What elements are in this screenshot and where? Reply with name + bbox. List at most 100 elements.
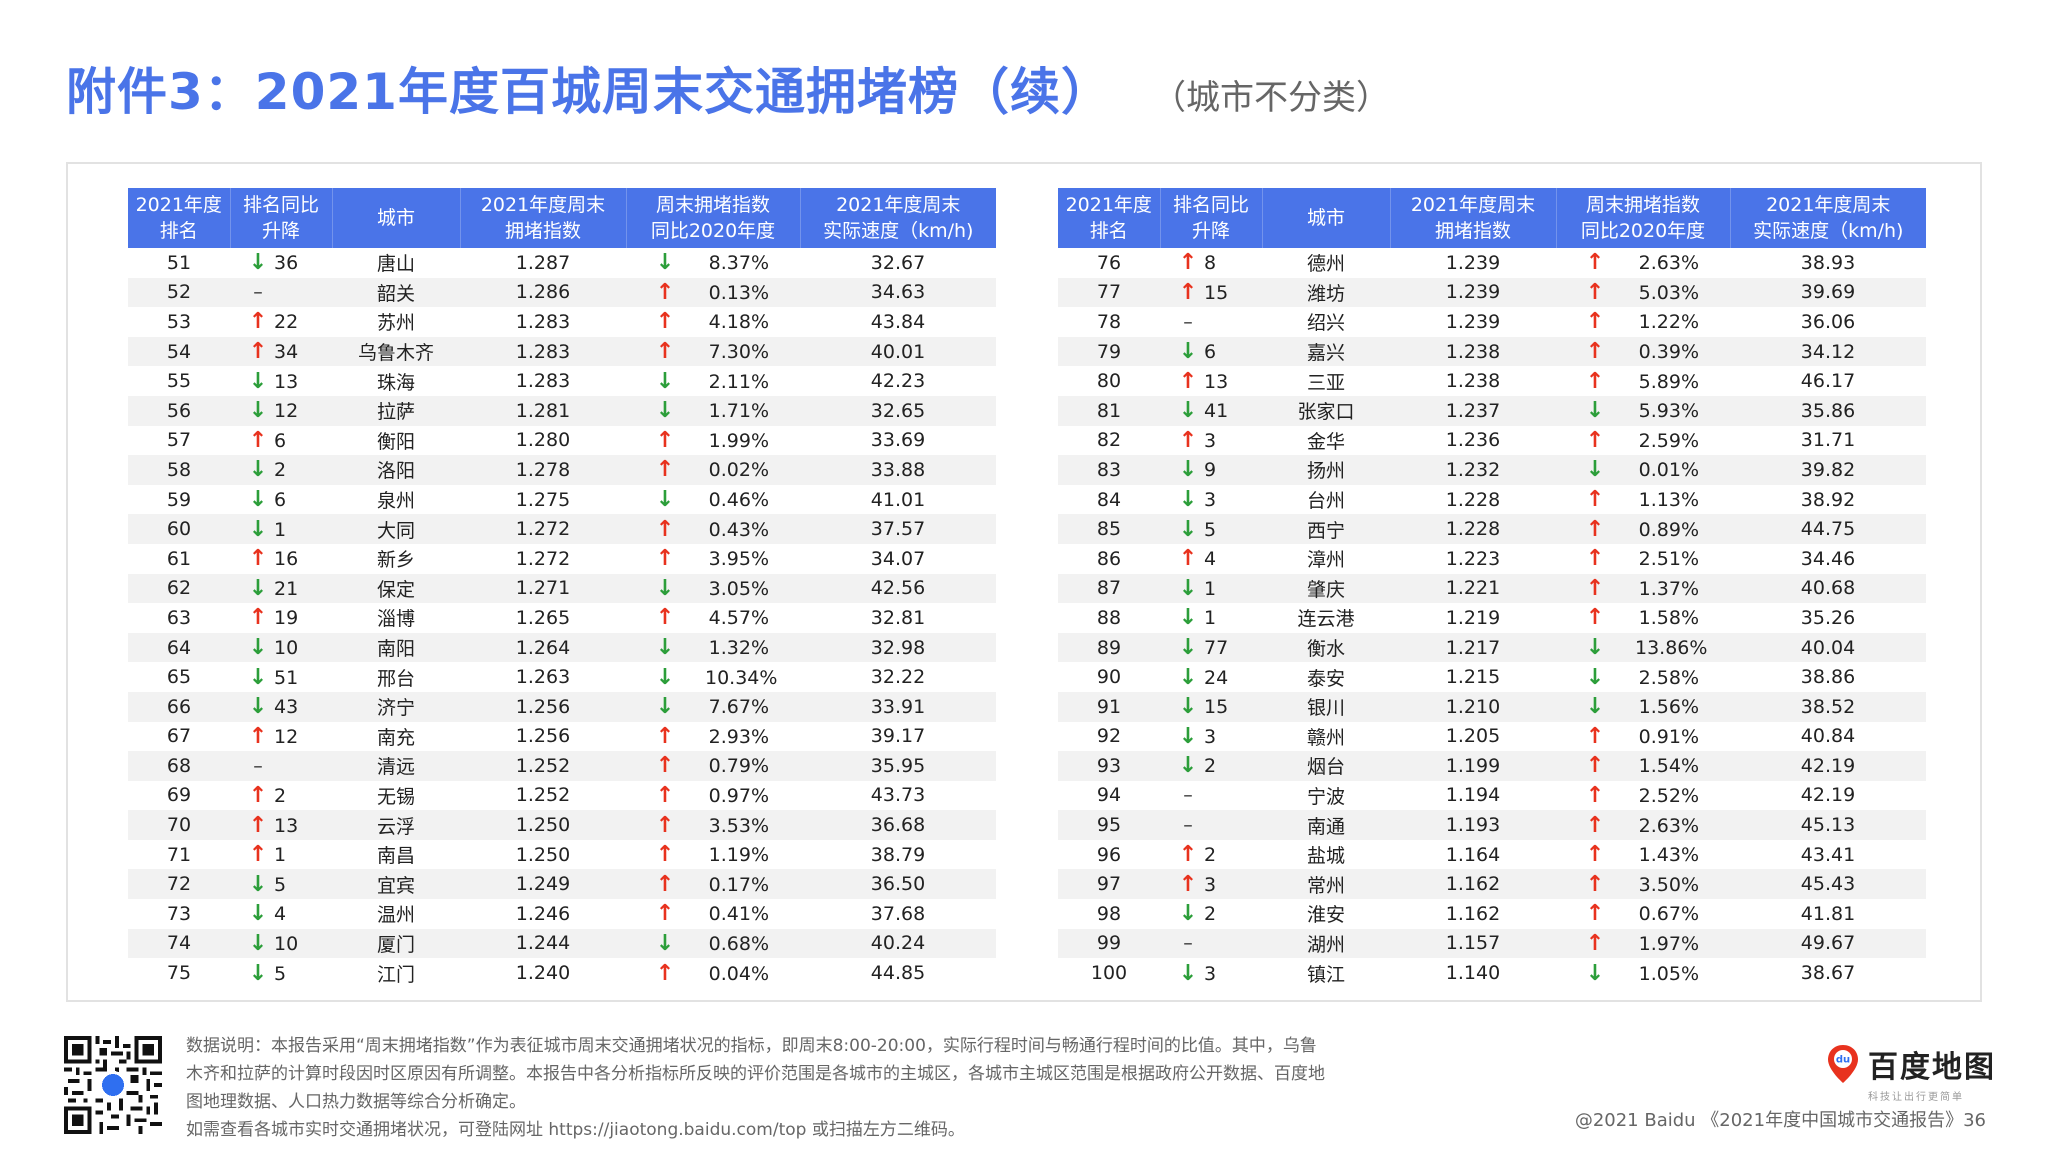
change-cell: ↓ 2 [230, 455, 332, 485]
arrow-up-icon: ↑ [1585, 723, 1605, 749]
yoy-cell: ↑ 1.13% [1556, 485, 1730, 515]
qr-code-icon[interactable] [64, 1036, 162, 1134]
change-cell: ↓ 5 [230, 869, 332, 900]
index-cell: 1.239 [1445, 310, 1501, 333]
yoy-value: 4.57% [708, 607, 769, 630]
yoy-value: 0.39% [1638, 341, 1699, 364]
yoy-value: 0.79% [708, 755, 769, 778]
speed-cell: 40.01 [800, 336, 996, 367]
arrow-up-icon: ↑ [1585, 427, 1605, 453]
arrow-down-icon: ↓ [248, 635, 268, 661]
arrow-down-icon: ↓ [1178, 457, 1198, 483]
yoy-value: 0.91% [1638, 725, 1699, 748]
rank-cell: 95 [1058, 810, 1160, 840]
arrow-down-icon: ↓ [248, 368, 268, 394]
yoy-cell: ↓ 1.05% [1556, 958, 1730, 988]
arrow-down-icon: ↓ [655, 694, 675, 720]
index-cell: 1.256 [515, 725, 571, 748]
change-cell: ↑ 15 [1160, 277, 1262, 308]
index-cell: 1.275 [515, 488, 571, 511]
rank-cell: 55 [166, 370, 192, 393]
city-cell: 德州 [1306, 253, 1345, 276]
page-title: 附件3：2021年度百城周末交通拥堵榜（续） [66, 63, 1112, 121]
yoy-value: 0.41% [708, 903, 769, 926]
page-subtitle: （城市不分类） [1151, 78, 1390, 118]
arrow-up-icon: ↑ [1585, 339, 1605, 365]
header-change: 排名同比 升降 [230, 188, 333, 248]
change-cell: ↓ 12 [230, 395, 332, 426]
yoy-cell: ↓ 1.32% [626, 632, 800, 663]
arrow-down-icon: ↓ [1178, 635, 1198, 661]
yoy-cell: ↓ 0.01% [1556, 455, 1730, 485]
yoy-value: 2.58% [1638, 666, 1699, 689]
arrow-down-icon: ↓ [248, 960, 268, 986]
speed-cell: 36.50 [800, 869, 996, 900]
rank-cell: 69 [166, 784, 192, 807]
yoy-cell: ↑ 7.30% [626, 336, 800, 367]
yoy-cell: ↑ 4.18% [626, 307, 800, 337]
arrow-up-icon: ↑ [655, 812, 675, 838]
index-cell: 1.250 [515, 843, 571, 866]
arrow-down-icon: ↓ [655, 930, 675, 956]
rank-cell: 66 [128, 691, 230, 722]
index-cell: 1.239 [1390, 277, 1556, 308]
arrow-up-icon: ↑ [1178, 546, 1198, 572]
speed-cell: 34.12 [1730, 336, 1926, 367]
table-row: 68– 清远 1.252 ↑ 0.79% 35.95 [128, 751, 996, 781]
yoy-cell: ↑ 2.93% [626, 722, 800, 752]
index-cell: 1.215 [1445, 666, 1501, 689]
table-row: 61 ↑ 16 新乡 1.272 ↑ 3.95% 34.07 [128, 544, 996, 574]
rank-cell: 100 [1090, 962, 1128, 985]
change-cell: ↑ 2 [230, 781, 332, 811]
yoy-cell: ↑ 0.43% [626, 514, 800, 544]
yoy-cell: ↓ 3.05% [626, 573, 800, 604]
speed-cell: 43.73 [870, 784, 926, 807]
arrow-up-icon: ↑ [1585, 871, 1605, 897]
arrow-up-icon: ↑ [1585, 516, 1605, 542]
change-cell: – [1160, 781, 1262, 811]
yoy-cell: ↓ 2.58% [1556, 662, 1730, 692]
arrow-up-icon: ↑ [655, 782, 675, 808]
speed-cell: 40.24 [800, 928, 996, 959]
yoy-value: 1.56% [1638, 696, 1699, 719]
yoy-cell: ↑ 1.58% [1556, 603, 1730, 633]
rank-cell: 92 [1096, 725, 1122, 748]
yoy-cell: ↓ 0.68% [626, 928, 800, 959]
change-cell: – [1160, 810, 1262, 840]
rank-cell: 75 [166, 962, 192, 985]
city-cell: 三亚 [1306, 371, 1345, 394]
logo-text: 百度地图 [1868, 1050, 1996, 1085]
data-note-line: 如需查看各城市实时交通拥堵状况，可登陆网址 https://jiaotong.b… [186, 1120, 965, 1140]
yoy-cell: ↑ 1.22% [1556, 307, 1730, 337]
arrow-down-icon: ↓ [655, 575, 675, 601]
data-note: 数据说明：本报告采用“周末拥堵指数”作为表征城市周末交通拥堵状况的指标，即周末8… [186, 1032, 1426, 1144]
index-cell: 1.271 [460, 573, 626, 604]
arrow-down-icon: ↓ [248, 457, 268, 483]
yoy-value: 1.32% [708, 637, 769, 660]
city-cell: 盐城 [1306, 845, 1345, 868]
change-cell: ↓ 36 [230, 248, 332, 278]
arrow-down-icon: ↓ [1178, 605, 1198, 631]
arrow-up-icon: ↑ [1585, 487, 1605, 513]
city-cell: 常州 [1262, 869, 1390, 900]
speed-cell: 38.67 [1800, 962, 1856, 985]
arrow-up-icon: ↑ [1178, 250, 1198, 276]
speed-cell: 39.82 [1730, 455, 1926, 485]
arrow-up-icon: ↑ [248, 309, 268, 335]
yoy-cell: ↑ 5.89% [1556, 366, 1730, 396]
table-row: 76 ↑ 8 德州 1.239 ↑ 2.63% 38.93 [1058, 248, 1926, 278]
index-cell: 1.237 [1390, 395, 1556, 426]
change-value: 4 [1204, 548, 1217, 571]
change-value: 2 [274, 784, 287, 807]
rank-cell: 84 [1096, 488, 1122, 511]
speed-cell: 40.04 [1730, 632, 1926, 663]
arrow-up-icon: ↑ [248, 605, 268, 631]
arrow-down-icon: ↓ [1178, 694, 1198, 720]
arrow-up-icon: ↑ [655, 279, 675, 305]
city-cell: 济宁 [332, 691, 460, 722]
change-cell: ↑ 3 [1160, 426, 1262, 456]
arrow-up-icon: ↑ [1585, 782, 1605, 808]
table-row: 52– 韶关 1.286 ↑ 0.13% 34.63 [128, 277, 996, 308]
city-cell: 无锡 [376, 785, 415, 808]
city-cell: 张家口 [1262, 395, 1390, 426]
